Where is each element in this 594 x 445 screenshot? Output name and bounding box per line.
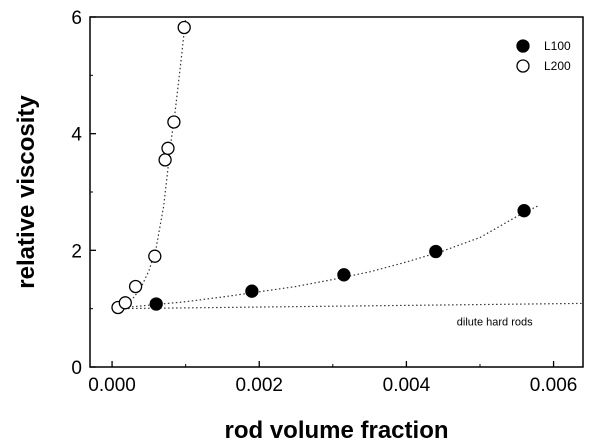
point-l200-2: [128, 279, 143, 294]
x-axis-label: rod volume fraction: [224, 417, 448, 444]
point-l100-3: [429, 244, 443, 259]
data-markers: [111, 20, 531, 315]
fit-curve-2: [112, 302, 584, 310]
point-l100-0: [149, 297, 163, 311]
annotations: dilute hard rods: [457, 316, 533, 328]
point-l200-6: [167, 115, 181, 129]
x-axis-ticks: 0.000 0.002 0.004 0.006: [88, 361, 577, 396]
x-tick-label-3: 0.006: [530, 375, 578, 396]
legend-label-l100: L100: [544, 39, 571, 53]
point-l200-7: [177, 20, 191, 35]
point-l200-4: [158, 153, 172, 167]
y-tick-label-3: 6: [71, 8, 82, 29]
annotation-0: dilute hard rods: [457, 316, 533, 328]
x-tick-label-1: 0.002: [235, 375, 283, 396]
point-l100-4: [517, 204, 531, 218]
x-tick-label-0: 0.000: [88, 375, 136, 396]
point-l100-1: [245, 284, 259, 298]
fit-curve-1: [111, 16, 187, 310]
point-l200-5: [161, 141, 175, 155]
x-tick-label-2: 0.004: [383, 375, 431, 396]
legend-marker-l200: [516, 59, 530, 73]
point-l200-3: [148, 249, 162, 263]
point-l200-1: [118, 296, 132, 310]
y-axis-label: relative viscosity: [13, 95, 40, 289]
legend: L100 L200: [516, 39, 571, 73]
fit-curve-0: [112, 204, 540, 310]
plot-frame: [89, 16, 584, 368]
y-axis-ticks: 0 2 4 6: [71, 8, 96, 379]
legend-marker-l100: [516, 39, 530, 53]
y-tick-label-1: 2: [71, 241, 82, 262]
y-tick-label-2: 4: [71, 125, 82, 146]
fit-curves: [111, 16, 584, 310]
y-tick-label-0: 0: [71, 358, 82, 379]
point-l100-2: [337, 268, 351, 282]
legend-label-l200: L200: [544, 59, 571, 73]
